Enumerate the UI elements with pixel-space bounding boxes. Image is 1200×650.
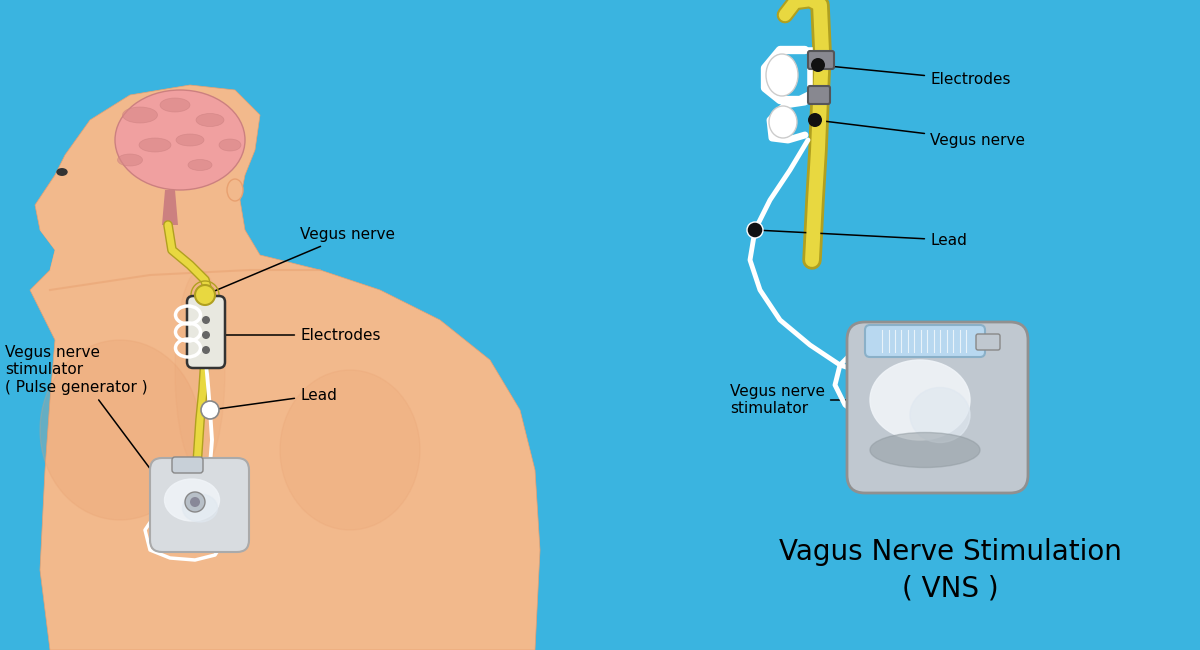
Polygon shape [40,230,245,270]
Ellipse shape [188,159,212,170]
Text: Electrodes: Electrodes [821,65,1010,88]
FancyBboxPatch shape [865,325,985,357]
Circle shape [194,285,215,305]
Ellipse shape [175,270,226,470]
Polygon shape [162,190,178,225]
Ellipse shape [182,494,217,522]
Ellipse shape [280,370,420,530]
Circle shape [202,316,210,324]
Ellipse shape [160,98,190,112]
FancyBboxPatch shape [976,334,1000,350]
Ellipse shape [196,114,224,127]
Circle shape [190,497,200,507]
Text: Vegus nerve
stimulator: Vegus nerve stimulator [730,384,893,416]
Ellipse shape [870,360,970,440]
Ellipse shape [870,432,980,467]
FancyBboxPatch shape [847,322,1028,493]
Text: Vegus nerve: Vegus nerve [208,227,395,294]
Ellipse shape [176,134,204,146]
Text: Vagus Nerve Stimulation
( VNS ): Vagus Nerve Stimulation ( VNS ) [779,538,1122,603]
Circle shape [811,58,826,72]
Ellipse shape [139,138,172,152]
Text: Electrodes: Electrodes [222,328,380,343]
Circle shape [185,492,205,512]
Text: Lead: Lead [212,387,337,410]
Polygon shape [30,85,540,650]
FancyBboxPatch shape [150,458,250,552]
Ellipse shape [766,54,798,96]
Polygon shape [766,50,810,100]
Ellipse shape [910,387,970,443]
FancyBboxPatch shape [172,457,203,473]
Ellipse shape [40,340,200,520]
Circle shape [202,401,220,419]
Ellipse shape [58,169,67,176]
Ellipse shape [218,139,241,151]
Ellipse shape [122,107,157,123]
Ellipse shape [769,106,797,138]
Ellipse shape [227,179,242,201]
Circle shape [746,222,763,238]
Circle shape [202,346,210,354]
FancyBboxPatch shape [808,51,834,69]
FancyBboxPatch shape [187,296,226,368]
Circle shape [202,331,210,339]
Ellipse shape [118,154,143,166]
Circle shape [808,113,822,127]
Text: Lead: Lead [757,230,967,248]
Text: Vegus nerve: Vegus nerve [817,120,1025,148]
Ellipse shape [115,90,245,190]
FancyBboxPatch shape [808,86,830,104]
Text: Vegus nerve
stimulator
( Pulse generator ): Vegus nerve stimulator ( Pulse generator… [5,345,173,500]
Ellipse shape [164,479,220,521]
